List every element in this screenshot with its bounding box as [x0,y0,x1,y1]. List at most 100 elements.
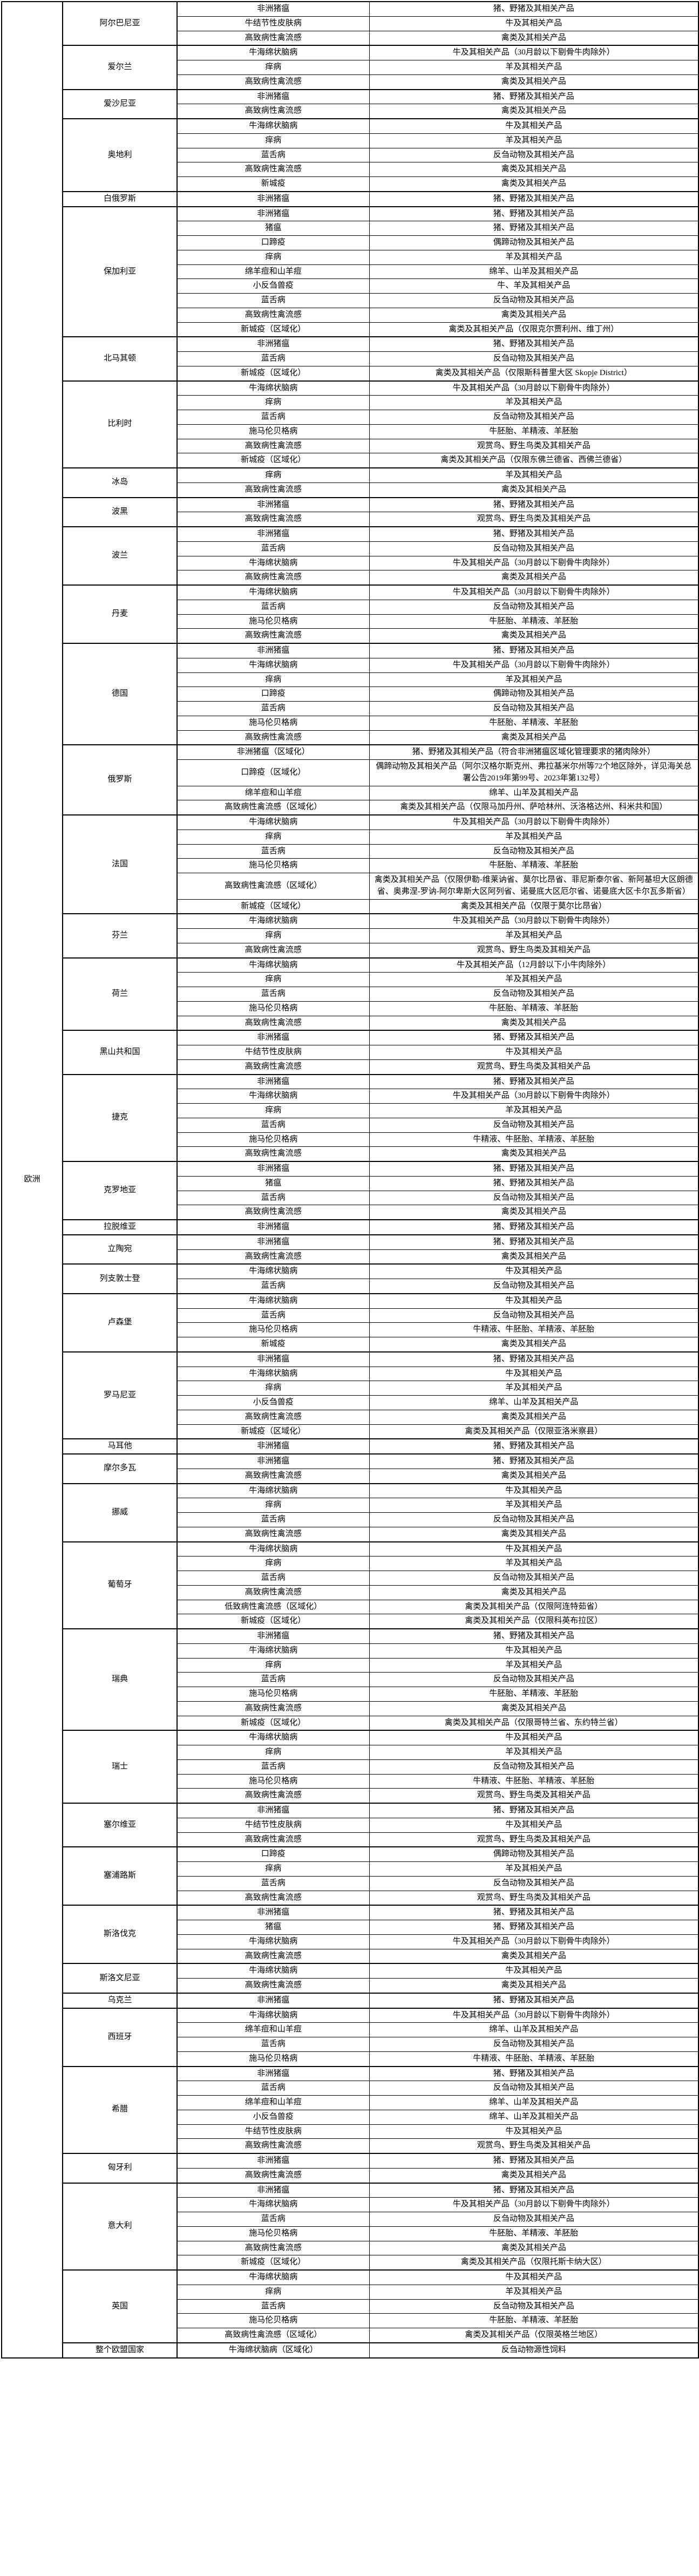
disease-cell: 牛海绵状脑病 [177,1934,370,1949]
table-row: 高致病性禽流感 观赏鸟、野生鸟类及其相关产品 [2,2138,699,2154]
disease-cell: 牛结节性皮肤病 [177,16,370,31]
product-cell: 禽类及其相关产品 [369,1409,699,1425]
disease-cell: 小反刍兽疫 [177,278,370,294]
disease-cell: 牛海绵状脑病 [177,1541,370,1557]
disease-cell: 高致病性禽流感 [177,1585,370,1600]
product-cell: 羊及其相关产品 [369,1103,699,1118]
country-cell: 拉脱维亚 [62,1219,178,1235]
product-cell: 牛及其相关产品（12月龄以下小牛肉除外） [369,957,699,973]
product-cell: 反刍动物及其相关产品 [369,1875,699,1891]
disease-cell: 施马伦贝格病 [177,2313,370,2328]
product-cell: 禽类及其相关产品 [369,1526,699,1542]
disease-cell: 牛海绵状脑病 [177,118,370,134]
table-row: 牛海绵状脑病 牛及其相关产品 [2,1643,699,1659]
country-cell: 塞尔维亚 [62,1802,178,1847]
table-row: 高致病性禽流感 禽类及其相关产品 [2,1948,699,1964]
disease-cell: 痒病 [177,1381,370,1396]
table-row: 蓝舌病 反刍动物及其相关产品 [2,293,699,308]
disease-cell: 新城疫（区域化） [177,322,370,337]
product-cell: 牛及其相关产品 [369,118,699,134]
product-cell: 羊及其相关产品 [369,1381,699,1396]
disease-cell: 高致病性禽流感 [177,570,370,586]
product-cell: 牛及其相关产品 [369,1963,699,1979]
table-row: 蓝舌病 反刍动物及其相关产品 [2,2212,699,2227]
product-cell: 羊及其相关产品 [369,1498,699,1513]
disease-cell: 牛海绵状脑病 [177,1089,370,1104]
disease-cell: 新城疫 [177,176,370,192]
disease-cell: 非洲猪瘟 [177,336,370,352]
product-cell: 牛及其相关产品（30月龄以下剔骨牛肉除外） [369,2007,699,2023]
product-cell: 猪、野猪及其相关产品 [369,1905,699,1921]
table-row: 痒病 羊及其相关产品 [2,1498,699,1513]
product-cell: 羊及其相关产品 [369,1657,699,1673]
table-row: 新城疫（区域化） 禽类及其相关产品（仅限东佛兰德省、西佛兰德省） [2,453,699,468]
product-cell: 反刍动物及其相关产品 [369,293,699,308]
table-row: 斯洛伐克 非洲猪瘟 猪、野猪及其相关产品 [2,1905,699,1964]
disease-cell: 非洲猪瘟 [177,1905,370,1921]
disease-cell: 非洲猪瘟 [177,642,370,658]
table-row: 斯洛文尼亚 牛海绵状脑病 牛及其相关产品 [2,1963,699,1994]
product-cell: 猪、野猪及其相关产品 [369,1628,699,1644]
disease-cell: 非洲猪瘟 [177,1351,370,1367]
country-cell: 摩尔多瓦 [62,1453,178,1484]
product-cell: 羊及其相关产品 [369,133,699,148]
disease-cell: 高致病性禽流感 [177,1977,370,1994]
disease-cell: 蓝舌病 [177,1117,370,1133]
product-cell: 牛及其相关产品（30月龄以下剔骨牛肉除外） [369,913,699,929]
table-row: 拉脱维亚 非洲猪瘟 猪、野猪及其相关产品 [2,1219,699,1235]
country-cell: 斯洛文尼亚 [62,1963,178,1994]
table-row: 黑山共和国 非洲猪瘟 猪、野猪及其相关产品 [2,1030,699,1075]
table-row: 痒病 羊及其相关产品 [2,133,699,148]
product-cell: 禽类及其相关产品 [369,162,699,177]
disease-cell: 绵羊痘和山羊痘 [177,2095,370,2110]
country-cell: 葡萄牙 [62,1541,178,1629]
product-cell: 禽类及其相关产品（仅限于莫尔比昂省） [369,899,699,914]
disease-cell: 蓝舌病 [177,1571,370,1586]
country-cell: 克罗地亚 [62,1161,178,1220]
table-row: 痒病 羊及其相关产品 [2,395,699,410]
country-cell: 马耳他 [62,1438,178,1454]
product-cell: 羊及其相关产品 [369,972,699,987]
disease-cell: 牛海绵状脑病 [177,380,370,396]
table-row: 波黑 非洲猪瘟 猪、野猪及其相关产品 [2,497,699,527]
table-row: 高致病性禽流感 禽类及其相关产品 [2,1526,699,1542]
product-cell: 反刍动物及其相关产品 [369,1117,699,1133]
country-cell: 比利时 [62,380,178,468]
table-row: 施马伦贝格病 牛精液、牛胚胎、羊精液、羊胚胎 [2,1322,699,1337]
table-row: 施马伦贝格病 牛胚胎、羊精液、羊胚胎 [2,424,699,439]
disease-cell: 蓝舌病 [177,844,370,859]
country-cell: 爱尔兰 [62,45,178,90]
disease-cell: 施马伦贝格病 [177,1132,370,1147]
table-row: 捷克 非洲猪瘟 猪、野猪及其相关产品 [2,1073,699,1162]
product-cell: 羊及其相关产品 [369,928,699,943]
product-cell: 猪、野猪及其相关产品 [369,1351,699,1367]
product-cell: 反刍动物及其相关产品 [369,1759,699,1775]
product-cell: 牛及其相关产品 [369,1366,699,1382]
product-cell: 反刍动物及其相关产品 [369,1672,699,1687]
disease-cell: 高致病性禽流感（区域化） [177,2327,370,2343]
country-cell: 保加利亚 [62,206,178,337]
product-cell: 禽类及其相关产品（仅限马加丹州、萨哈林州、沃洛格达州、科米共和国） [369,800,699,815]
country-cell: 挪威 [62,1483,178,1542]
disease-cell: 高致病性禽流感 [177,1948,370,1964]
disease-cell: 非洲猪瘟 [177,526,370,542]
disease-cell: 高致病性禽流感 [177,1015,370,1031]
disease-cell: 牛结节性皮肤病 [177,1817,370,1833]
disease-cell: 高致病性禽流感 [177,1409,370,1425]
product-cell: 猪、野猪及其相关产品 [369,206,699,222]
product-cell: 反刍动物及其相关产品 [369,1190,699,1206]
disease-cell: 施马伦贝格病 [177,2226,370,2241]
disease-cell: 施马伦贝格病 [177,858,370,873]
table-row: 西班牙 牛海绵状脑病 牛及其相关产品（30月龄以下剔骨牛肉除外） [2,2007,699,2067]
product-cell: 反刍动物及其相关产品 [369,1308,699,1323]
table-row: 瑞士 牛海绵状脑病 牛及其相关产品 [2,1730,699,1804]
disease-cell: 痒病 [177,467,370,483]
product-cell: 观赏鸟、野生鸟类及其相关产品 [369,1059,699,1075]
table-row: 高致病性禽流感 禽类及其相关产品 [2,2167,699,2184]
product-cell: 猪、野猪及其相关产品 [369,1160,699,1177]
disease-cell: 高致病性禽流感 [177,942,370,959]
table-row: 高致病性禽流感 禽类及其相关产品 [2,1701,699,1716]
table-row: 蓝舌病 反刍动物及其相关产品 [2,147,699,163]
table-row: 猪瘟 猪、野猪及其相关产品 [2,1920,699,1935]
country-cell: 匈牙利 [62,2153,178,2183]
